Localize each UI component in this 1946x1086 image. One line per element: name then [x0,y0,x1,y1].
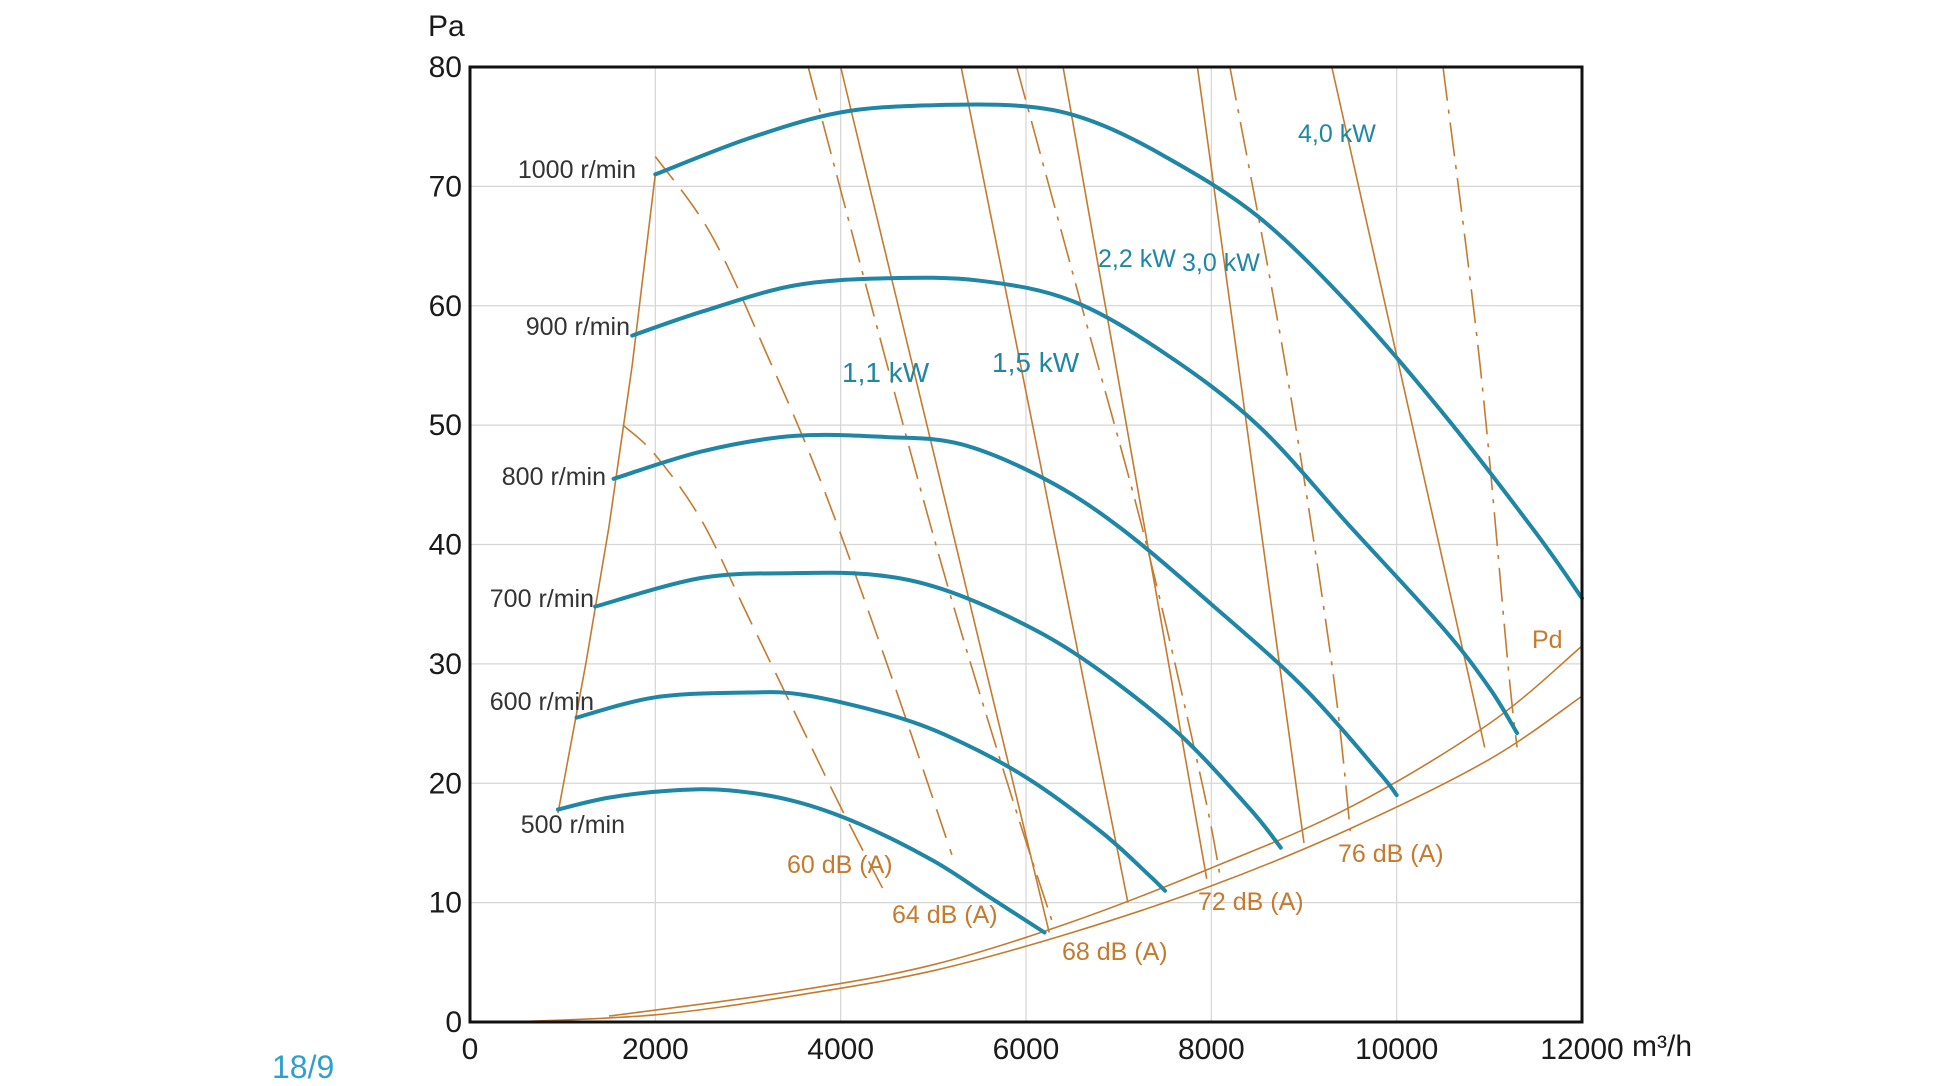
y-axis-unit: Pa [428,10,465,43]
min-flow-limit-line [557,174,657,814]
y-tick-label-70: 70 [429,170,462,203]
y-tick-label-20: 20 [429,767,462,800]
rpm-label-800: 800 r/min [502,463,606,491]
power-line-1-1-kw [839,66,1050,933]
y-tick-label-0: 0 [445,1006,462,1039]
axis-ticks: 0 2000 4000 6000 8000 10000 12000 0 10 20 30 40 50 60… [429,51,1624,1066]
rpm-label-500: 500 r/min [521,811,625,839]
power-label-1-1-kw: 1,1 kW [842,357,930,388]
noise-line-68-db-a [807,66,1055,927]
grid-lines [469,66,1583,1023]
noise-line-72-db-a [1015,66,1222,879]
power-line-3-0-kw [1196,66,1305,844]
power-line-1-5-kw [960,66,1129,903]
rpm-label-1000: 1000 r/min [518,156,636,184]
speed-curve-900-r-min [630,275,1520,736]
power-label-2-2-kw: 2,2 kW [1098,245,1176,273]
noise-line-60-db-a [654,156,953,856]
y-tick-label-80: 80 [429,51,462,84]
noise-line-unlabeled-5 [1442,66,1518,748]
pd-curve-pd-lower [511,695,1583,1023]
rpm-label-700: 700 r/min [490,585,594,613]
power-label-3-0-kw: 3,0 kW [1182,249,1260,277]
speed-curve-700-r-min [593,570,1283,850]
power-line-4-0-kw [1331,66,1486,748]
noise-label-64-db: 64 dB (A) [892,901,998,929]
rpm-label-600: 600 r/min [490,688,594,716]
pd-curve-pd [608,645,1583,1017]
x-tick-label-8000: 8000 [1178,1033,1245,1066]
noise-line-64-db-a [622,424,888,898]
x-tick-label-0: 0 [462,1033,479,1066]
noise-label-72-db: 72 dB (A) [1198,888,1304,916]
speed-curves [556,102,1584,935]
x-tick-label-4000: 4000 [807,1033,874,1066]
noise-label-76-db: 76 dB (A) [1338,840,1444,868]
noise-line-76-db-a [1229,66,1352,832]
power-lines [839,66,1486,933]
plot-frame [468,65,1584,1024]
y-tick-label-30: 30 [429,648,462,681]
y-tick-label-10: 10 [429,887,462,920]
x-tick-label-12000: 12000 [1540,1033,1623,1066]
y-tick-label-60: 60 [429,290,462,323]
speed-curve-1000-r-min [653,102,1584,601]
x-tick-label-2000: 2000 [622,1033,689,1066]
x-tick-label-10000: 10000 [1355,1033,1438,1066]
power-line-2-2-kw [1062,66,1208,879]
noise-label-68-db: 68 dB (A) [1062,938,1168,966]
x-tick-label-6000: 6000 [993,1033,1060,1066]
speed-curve-600-r-min [574,690,1167,893]
speed-curve-800-r-min [611,432,1399,798]
page-code: 18/9 [272,1049,334,1085]
pd-label: Pd [1532,626,1563,654]
y-tick-label-50: 50 [429,409,462,442]
power-label-1-5-kw: 1,5 kW [992,347,1080,378]
noise-label-60-db: 60 dB (A) [787,851,893,879]
rpm-label-900: 900 r/min [526,313,630,341]
y-tick-label-40: 40 [429,529,462,562]
noise-lines [622,66,1518,927]
power-label-4-0-kw: 4,0 kW [1298,120,1376,148]
speed-curve-500-r-min [556,787,1047,935]
limit-line [557,174,657,814]
pd-curves [511,645,1583,1023]
x-axis-unit: m³/h [1632,1030,1692,1063]
